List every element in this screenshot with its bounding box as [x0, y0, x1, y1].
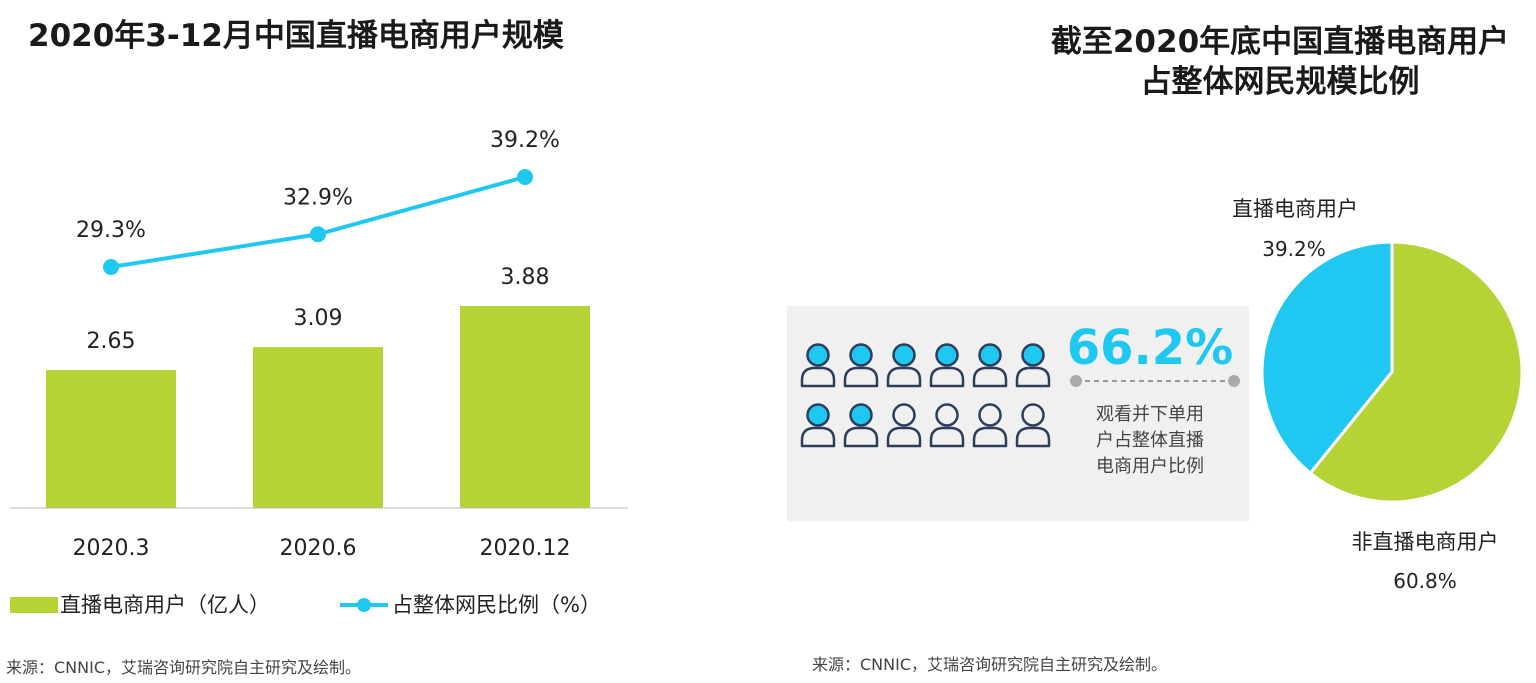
person-icon-filled [972, 343, 1008, 388]
left-source-note: 来源：CNNIC，艾瑞咨询研究院自主研究及绘制。 [6, 658, 362, 677]
bar-2020.6 [253, 347, 383, 508]
pie-value-non-live-users: 60.8% [1393, 569, 1457, 593]
person-icon-filled [1015, 343, 1051, 388]
line-layer: 29.3% 32.9% 39.2% [76, 128, 560, 275]
bars-layer: 2.65 3.09 3.88 [46, 265, 590, 508]
divider-dot-left [1070, 375, 1082, 387]
legend-line-marker [357, 598, 371, 612]
person-icon-outline [1015, 403, 1051, 448]
bar-value-label: 3.88 [501, 265, 550, 290]
ratio-point [517, 169, 533, 185]
description-line-2: 户占整体直播 [1096, 430, 1204, 451]
x-tick-label: 2020.12 [480, 536, 571, 561]
ratio-point [103, 259, 119, 275]
person-icon-outline [886, 403, 922, 448]
person-icon-outline [929, 403, 965, 448]
person-icon-filled [886, 343, 922, 388]
x-tick-label: 2020.6 [280, 536, 357, 561]
ratio-value-label: 39.2% [490, 128, 560, 153]
bar-2020.3 [46, 370, 176, 508]
pie-chart [1260, 240, 1524, 504]
person-icon-filled [800, 403, 836, 448]
legend-bar-label: 直播电商用户（亿人） [60, 593, 270, 617]
legend-bar-swatch [10, 597, 58, 613]
x-tick-label: 2020.3 [73, 536, 150, 561]
right-graphic: 66.2% 观看并下单用 户占整体直播 电商用户比例 直播电商用户 39.2% … [800, 197, 1524, 593]
right-chart-title: 截至2020年底中国直播电商用户 占整体网民规模比例 [1030, 22, 1530, 102]
person-icon-filled [843, 343, 879, 388]
pie-value-live-users: 39.2% [1262, 237, 1326, 261]
person-icon-filled [800, 343, 836, 388]
person-icon-filled [929, 343, 965, 388]
person-icon-outline [972, 403, 1008, 448]
bar-2020.12 [460, 306, 590, 508]
bar-line-chart: 2.653.093.88 29.3%32.9%39.2% 2020.3 2020.… [10, 128, 628, 617]
big-percent-value: 66.2% [1067, 320, 1234, 376]
description-line-1: 观看并下单用 [1096, 404, 1204, 425]
description-line-3: 电商用户比例 [1096, 456, 1204, 477]
ratio-value-label: 32.9% [283, 185, 353, 210]
pie-label-non-live-users: 非直播电商用户 [1352, 530, 1499, 554]
right-source-note: 来源：CNNIC，艾瑞咨询研究院自主研究及绘制。 [812, 655, 1168, 674]
ratio-value-label: 29.3% [76, 218, 146, 243]
legend-line-label: 占整体网民比例（%） [392, 593, 601, 617]
pie-slice-non-live-users [1308, 240, 1524, 504]
pie-slice-live-users [1260, 240, 1394, 476]
ratio-point [310, 226, 326, 243]
person-icon-grid [800, 343, 1051, 448]
right-title-line1: 截至2020年底中国直播电商用户 [1050, 24, 1510, 60]
left-chart-title: 2020年3-12月中国直播电商用户规模 [28, 18, 564, 54]
x-tick-layer: 2020.3 2020.6 2020.12 [73, 536, 571, 561]
person-icon-filled [843, 403, 879, 448]
pie-label-live-users: 直播电商用户 [1232, 197, 1358, 221]
bar-value-label: 3.09 [294, 306, 343, 331]
bar-value-label: 2.65 [87, 329, 136, 354]
divider-dot-right [1228, 375, 1240, 387]
right-title-line2: 占整体网民规模比例 [1140, 64, 1420, 100]
